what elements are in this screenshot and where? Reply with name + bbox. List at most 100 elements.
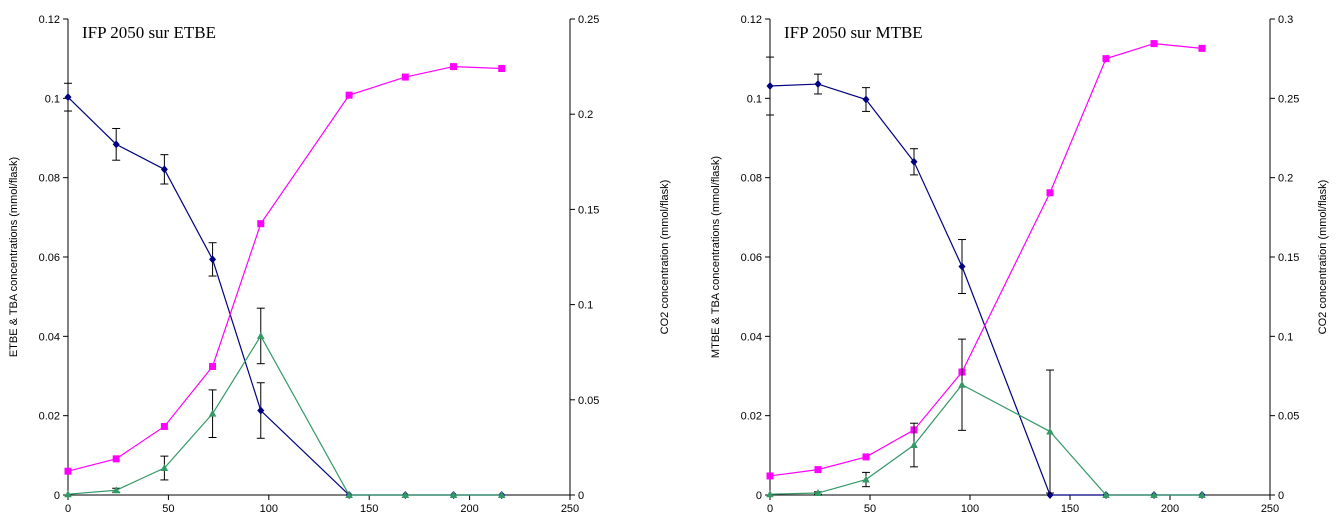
data-point bbox=[345, 491, 353, 498]
x-tick-label: 150 bbox=[360, 503, 378, 515]
y2-axis-label: CO2 concentration (mmol/flask) bbox=[1317, 180, 1329, 335]
series-line bbox=[769, 42, 1203, 477]
y-tick-label: 0.08 bbox=[39, 173, 60, 185]
data-point bbox=[910, 441, 918, 449]
data-point bbox=[862, 95, 870, 104]
y-tick-label: 0.08 bbox=[741, 173, 762, 185]
y-tick-label: 0.12 bbox=[39, 14, 60, 26]
y2-tick-label: 0.25 bbox=[578, 14, 599, 26]
data-point bbox=[1102, 55, 1110, 63]
series-line bbox=[67, 96, 502, 496]
x-tick-label: 200 bbox=[1161, 503, 1179, 515]
data-point bbox=[401, 491, 410, 498]
data-point bbox=[766, 82, 774, 91]
data-point bbox=[766, 472, 774, 480]
data-point bbox=[862, 475, 870, 483]
data-point bbox=[958, 262, 966, 271]
series-line bbox=[769, 83, 1202, 496]
y-tick-label: 0.04 bbox=[39, 331, 60, 343]
y-tick-label: 0.06 bbox=[39, 252, 60, 264]
data-point bbox=[814, 80, 822, 89]
x-tick-label: 0 bbox=[65, 503, 71, 515]
data-point bbox=[256, 331, 265, 339]
y2-tick-label: 0.15 bbox=[1278, 252, 1299, 264]
data-point bbox=[1150, 491, 1158, 498]
y2-tick-label: 0.25 bbox=[1278, 93, 1299, 105]
data-point bbox=[401, 73, 409, 81]
y2-tick-label: 0 bbox=[1278, 490, 1284, 502]
x-tick-label: 200 bbox=[460, 503, 478, 515]
chart-title: IFP 2050 sur ETBE bbox=[82, 23, 216, 42]
y-tick-label: 0.06 bbox=[741, 252, 762, 264]
series-co2 bbox=[766, 40, 1206, 480]
data-point bbox=[160, 422, 168, 430]
data-point bbox=[160, 464, 169, 472]
series-ether bbox=[766, 56, 1206, 499]
y2-tick-label: 0.3 bbox=[1278, 14, 1293, 26]
y-tick-label: 0.12 bbox=[741, 14, 762, 26]
data-point bbox=[910, 157, 918, 166]
series-tba bbox=[64, 307, 506, 498]
data-point bbox=[64, 467, 72, 475]
data-point bbox=[208, 409, 217, 417]
data-point bbox=[814, 466, 822, 474]
data-point bbox=[257, 406, 265, 415]
data-point bbox=[1150, 40, 1158, 48]
y2-tick-label: 0.1 bbox=[578, 300, 593, 312]
series-tba bbox=[766, 338, 1206, 498]
x-tick-label: 250 bbox=[561, 503, 579, 515]
data-point bbox=[345, 91, 353, 99]
data-point bbox=[1102, 491, 1110, 498]
y-axis-label: MTBE & TBA concentrations (mmol/flask) bbox=[710, 156, 722, 358]
series-line bbox=[67, 65, 502, 472]
data-point bbox=[64, 93, 72, 102]
data-point bbox=[497, 491, 506, 498]
data-point bbox=[112, 486, 120, 494]
y2-tick-label: 0.15 bbox=[578, 204, 599, 216]
x-tick-label: 150 bbox=[1061, 503, 1079, 515]
x-tick-label: 0 bbox=[767, 503, 773, 515]
y-tick-label: 0.02 bbox=[741, 411, 762, 423]
y-tick-label: 0 bbox=[756, 490, 762, 502]
series-co2 bbox=[64, 63, 506, 475]
data-point bbox=[112, 140, 120, 149]
y2-tick-label: 0.05 bbox=[578, 395, 599, 407]
y2-tick-label: 0.2 bbox=[578, 109, 593, 121]
y-tick-label: 0.1 bbox=[747, 93, 762, 105]
data-point bbox=[449, 491, 458, 498]
y2-tick-label: 0.1 bbox=[1278, 331, 1293, 343]
data-point bbox=[64, 490, 72, 498]
series-line bbox=[769, 383, 1202, 496]
chart-mtbe: IFP 2050 sur MTBE 0 50 100 150 200 25000.020.… bbox=[710, 14, 1329, 515]
data-point bbox=[257, 220, 265, 228]
y-tick-label: 0.1 bbox=[45, 93, 60, 105]
data-point bbox=[1198, 44, 1206, 52]
x-tick-label: 100 bbox=[260, 503, 278, 515]
data-point bbox=[958, 380, 966, 388]
data-point bbox=[1198, 491, 1206, 498]
data-point bbox=[766, 490, 774, 498]
chart-title: IFP 2050 sur MTBE bbox=[784, 23, 923, 42]
y2-tick-label: 0 bbox=[578, 490, 584, 502]
data-point bbox=[814, 489, 822, 497]
series-line bbox=[67, 334, 502, 496]
y-tick-label: 0 bbox=[54, 490, 60, 502]
y2-axis-label: CO2 concentration (mmol/flask) bbox=[659, 180, 671, 335]
series-ether bbox=[64, 82, 506, 499]
x-tick-label: 50 bbox=[162, 503, 174, 515]
data-point bbox=[160, 165, 168, 174]
chart-etbe: IFP 2050 sur ETBE 0 50 100 150 200 25000.020.… bbox=[8, 14, 671, 515]
data-point bbox=[1046, 427, 1054, 435]
data-point bbox=[498, 65, 506, 73]
x-tick-label: 250 bbox=[1261, 503, 1279, 515]
data-point bbox=[209, 255, 217, 264]
y-axis-label: ETBE & TBA concentrations (mmol/flask) bbox=[8, 157, 20, 357]
x-tick-label: 50 bbox=[864, 503, 876, 515]
y-tick-label: 0.02 bbox=[39, 411, 60, 423]
data-point bbox=[209, 362, 217, 370]
data-point bbox=[450, 63, 458, 71]
data-point bbox=[862, 453, 870, 461]
data-point bbox=[112, 455, 120, 463]
y-tick-label: 0.04 bbox=[741, 331, 762, 343]
